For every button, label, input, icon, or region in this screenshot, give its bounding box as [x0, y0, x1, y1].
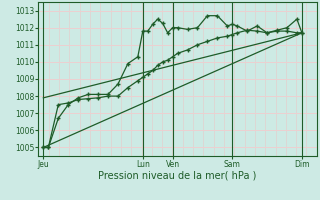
- X-axis label: Pression niveau de la mer( hPa ): Pression niveau de la mer( hPa ): [99, 171, 257, 181]
